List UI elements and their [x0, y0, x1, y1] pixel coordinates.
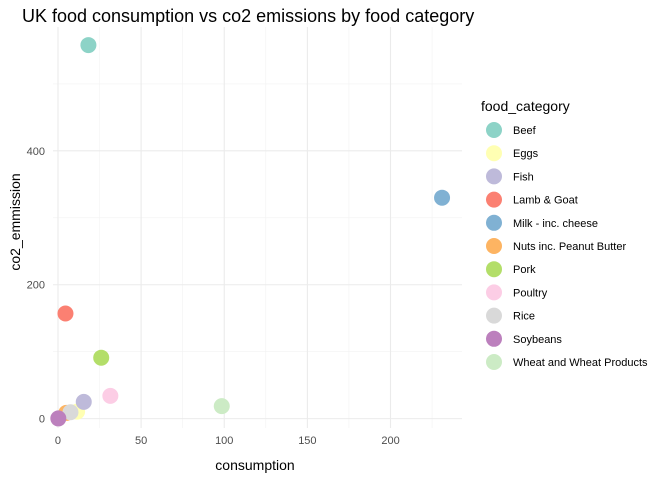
data-point [80, 37, 97, 54]
legend-swatch [486, 168, 502, 185]
x-axis-title: consumption [215, 457, 294, 473]
data-point [434, 189, 451, 206]
legend-label: Beef [513, 125, 537, 137]
data-point [93, 349, 110, 366]
legend-label: Eggs [513, 148, 539, 160]
legend-label: Rice [513, 311, 535, 323]
y-tick-label: 400 [27, 146, 45, 158]
legend-swatch [486, 284, 502, 301]
legend-swatch [486, 330, 502, 347]
data-point [50, 410, 67, 427]
legend-label: Poultry [513, 287, 548, 299]
data-points [50, 37, 451, 427]
legend-label: Nuts inc. Peanut Butter [513, 241, 626, 253]
legend-swatch [486, 261, 502, 278]
data-point [57, 305, 74, 322]
legend-label: Milk - inc. cheese [513, 218, 598, 230]
legend-swatch [486, 214, 502, 231]
x-tick-label: 50 [135, 435, 147, 447]
grid [53, 27, 462, 428]
tick-labels: 0 50 100 150 200 0 200 400 [27, 146, 400, 447]
data-point [75, 393, 92, 410]
legend-swatch [486, 354, 502, 370]
legend-label: Fish [513, 171, 534, 183]
legend-label: Pork [513, 264, 536, 276]
x-tick-label: 150 [298, 435, 316, 447]
legend-swatch [486, 122, 502, 138]
legend-label: Lamb & Goat [513, 195, 578, 207]
data-point [213, 398, 230, 415]
chart-title: UK food consumption vs co2 emissions by … [22, 6, 474, 26]
x-tick-label: 200 [381, 435, 399, 447]
legend-label: Soybeans [513, 334, 562, 346]
y-axis-title: co2_emmission [7, 173, 23, 270]
legend-swatch [486, 238, 502, 254]
data-point [102, 387, 119, 404]
x-tick-label: 100 [215, 435, 233, 447]
data-point [62, 404, 79, 421]
y-tick-label: 0 [39, 414, 45, 426]
y-tick-label: 200 [27, 280, 45, 292]
legend-swatch [486, 307, 502, 324]
legend-swatch [486, 191, 502, 208]
legend-label: Wheat and Wheat Products [513, 357, 648, 369]
x-tick-label: 0 [55, 435, 61, 447]
legend-title: food_category [481, 98, 570, 114]
legend-swatch [486, 145, 502, 162]
legend: food_category Beef Eggs Fish Lamb & Goat Mil… [481, 98, 648, 370]
